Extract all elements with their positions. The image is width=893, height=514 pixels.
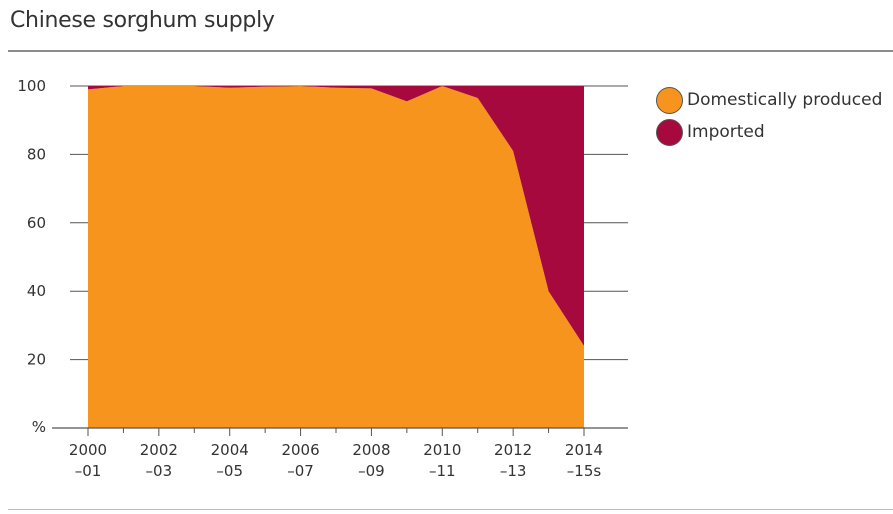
x-tick-label-5-line2: –11 bbox=[429, 462, 456, 480]
y-unit-label: % bbox=[32, 418, 46, 436]
legend-label-domestic: Domestically produced bbox=[687, 90, 883, 110]
y-axis-ticks: 100 80 60 40 20% bbox=[17, 77, 46, 436]
legend-item-imported: Imported bbox=[656, 116, 882, 148]
x-tick-label-7-line1: 2014 bbox=[565, 441, 603, 459]
x-axis-ticks: 2000 –01 2002 –03 2004 –05 2006 –07 2008 –09 2010 –… bbox=[69, 428, 603, 480]
y-tick-label-40: 40 bbox=[27, 282, 46, 300]
x-tick-label-5-line1: 2010 bbox=[423, 441, 461, 459]
area-series-1 bbox=[88, 86, 584, 346]
x-tick-label-1-line2: –03 bbox=[146, 462, 173, 480]
area-series-0 bbox=[88, 86, 584, 428]
x-tick-label-2-line2: –05 bbox=[216, 462, 243, 480]
x-tick-label-0-line2: –01 bbox=[75, 462, 102, 480]
y-tick-label-100: 100 bbox=[17, 77, 46, 95]
y-tick-label-80: 80 bbox=[27, 145, 46, 163]
legend-swatch-domestic bbox=[656, 86, 683, 114]
bottom-divider bbox=[8, 509, 893, 510]
legend: Domestically produced Imported bbox=[656, 84, 882, 148]
legend-label-imported: Imported bbox=[687, 122, 765, 142]
x-tick-label-0-line1: 2000 bbox=[69, 441, 107, 459]
x-tick-label-4-line1: 2008 bbox=[352, 441, 390, 459]
x-tick-label-1-line1: 2002 bbox=[140, 441, 178, 459]
x-tick-label-3-line1: 2006 bbox=[281, 441, 319, 459]
chart-areas bbox=[88, 86, 584, 428]
y-tick-label-60: 60 bbox=[27, 214, 46, 232]
x-tick-label-3-line2: –07 bbox=[287, 462, 314, 480]
x-tick-label-7-line2: –15s bbox=[567, 462, 602, 480]
legend-swatch-imported bbox=[656, 118, 683, 146]
chart-title: Chinese sorghum supply bbox=[10, 8, 275, 33]
legend-item-domestic: Domestically produced bbox=[656, 84, 882, 116]
x-tick-label-2-line1: 2004 bbox=[211, 441, 249, 459]
x-tick-label-4-line2: –09 bbox=[358, 462, 385, 480]
x-tick-label-6-line2: –13 bbox=[500, 462, 527, 480]
x-tick-label-6-line1: 2012 bbox=[494, 441, 532, 459]
title-divider bbox=[8, 50, 893, 52]
y-tick-label-20: 20 bbox=[27, 351, 46, 369]
